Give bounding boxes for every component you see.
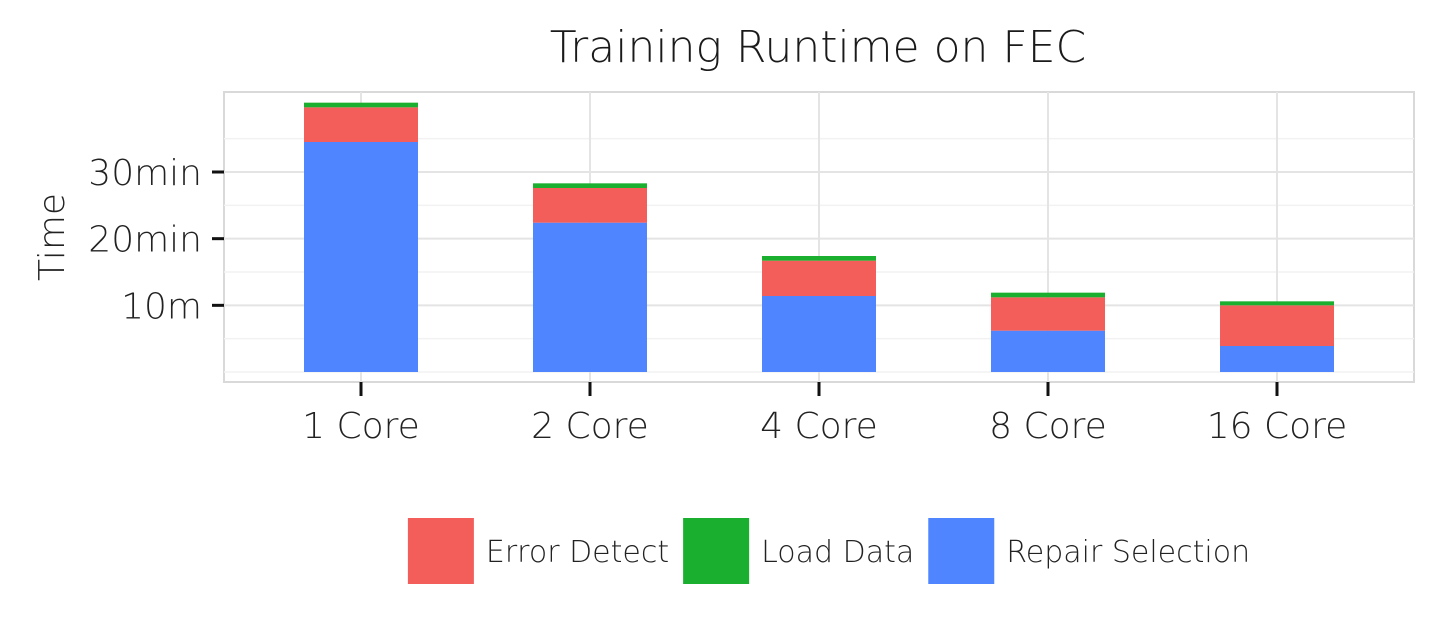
bar-segment: [533, 222, 647, 372]
y-tick-label: 30min: [88, 153, 202, 194]
x-tick-label: 1 Core: [302, 406, 420, 447]
bar-segment: [991, 297, 1105, 331]
legend-label: Error Detect: [486, 535, 669, 570]
bar-segment: [304, 142, 418, 372]
bar-segment: [991, 330, 1105, 372]
chart-title: Training Runtime on FEC: [550, 22, 1086, 73]
y-axis-title: Time: [32, 193, 73, 281]
legend-key: [683, 518, 750, 584]
bar-segment: [762, 296, 876, 372]
y-tick-label: 20min: [88, 220, 202, 261]
legend-label: Repair Selection: [1006, 535, 1250, 570]
bars: [304, 102, 1334, 372]
legend-key: [407, 518, 474, 584]
bar-segment: [533, 183, 647, 188]
x-tick-label: 4 Core: [760, 406, 878, 447]
bar-segment: [533, 188, 647, 223]
bar-segment: [1220, 346, 1334, 372]
x-axis: 1 Core 2 Core 4 Core 8 Core 16 Core: [302, 382, 1347, 447]
bar-segment: [991, 292, 1105, 298]
bar-segment: [762, 256, 876, 261]
x-tick-label: 2 Core: [531, 406, 649, 447]
bar-segment: [762, 260, 876, 296]
legend: Error Detect Load Data Repair Selection: [407, 518, 1250, 584]
bar-segment: [304, 107, 418, 142]
y-tick-label: 10m: [121, 286, 202, 327]
bar-segment: [304, 102, 418, 108]
x-tick-label: 16 Core: [1207, 406, 1348, 447]
bar-segment: [1220, 301, 1334, 306]
x-tick-label: 8 Core: [989, 406, 1107, 447]
legend-label: Load Data: [761, 535, 914, 570]
bar-segment: [1220, 305, 1334, 346]
legend-key: [928, 518, 995, 584]
y-axis: 10m 20min 30min: [88, 153, 224, 327]
